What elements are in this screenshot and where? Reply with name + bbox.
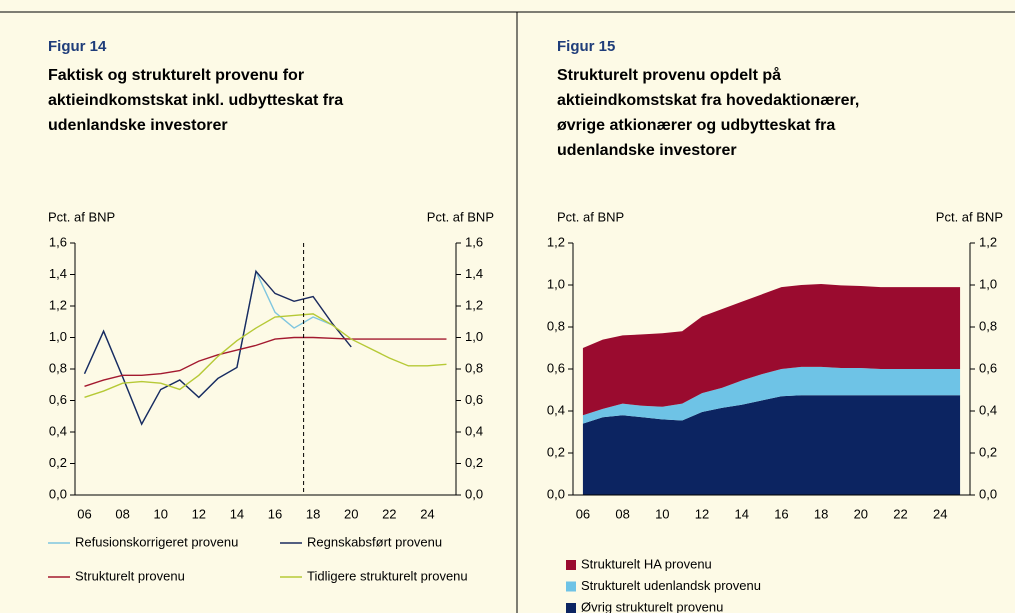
y-tick-label: 1,4 [49,266,67,281]
x-tick-label: 16 [774,506,788,521]
x-tick-label: 14 [734,506,748,521]
y-tick-label: 1,6 [49,234,67,249]
area [582,366,961,424]
y2-tick-label: 0,4 [465,423,483,438]
y2-tick-label: 1,0 [979,276,997,291]
legend-swatch [566,581,576,592]
x-tick-label: 24 [933,506,947,521]
x-tick-label: 24 [420,506,434,521]
y-tick-label: 1,0 [547,276,565,291]
legend-label: Strukturelt udenlandsk provenu [581,578,761,593]
y2-axis-label: Pct. af BNP [936,209,1003,224]
legend-label: Øvrig strukturelt provenu [581,599,723,613]
y2-tick-label: 0,4 [979,402,997,417]
y2-tick-label: 0,6 [465,392,483,407]
y2-tick-label: 0,8 [979,318,997,333]
y-tick-label: 0,4 [547,402,565,417]
x-tick-label: 20 [854,506,868,521]
x-tick-label: 06 [576,506,590,521]
legend-label: Tidligere strukturelt provenu [307,568,468,583]
y-tick-label: 0,8 [547,318,565,333]
y2-tick-label: 0,0 [465,486,483,501]
x-tick-label: 12 [192,506,206,521]
y2-tick-label: 0,0 [979,486,997,501]
y2-tick-label: 0,2 [465,455,483,470]
y2-axis-label: Pct. af BNP [427,209,494,224]
x-tick-label: 18 [306,506,320,521]
x-tick-label: 06 [77,506,91,521]
x-tick-label: 20 [344,506,358,521]
y-tick-label: 1,2 [49,297,67,312]
x-tick-label: 10 [153,506,167,521]
chart-title: udenlandske investorer [557,142,737,159]
line [84,313,447,399]
x-tick-label: 22 [382,506,396,521]
x-tick-label: 08 [115,506,129,521]
figure-label: Figur 15 [557,38,615,55]
y2-tick-label: 1,6 [465,234,483,249]
chart-title: aktieindkomstskat fra hovedaktionærer, [557,92,859,109]
y-tick-label: 0,4 [49,423,67,438]
y-tick-label: 0,0 [49,486,67,501]
legend-swatch [566,560,576,570]
x-tick-label: 08 [615,506,629,521]
y-tick-label: 1,2 [547,234,565,249]
x-tick-label: 12 [695,506,709,521]
figure-label: Figur 14 [48,38,107,55]
area [582,395,961,495]
y-axis-label: Pct. af BNP [557,209,624,224]
legend-label: Refusionskorrigeret provenu [75,534,238,549]
y-tick-label: 0,2 [49,455,67,470]
y-tick-label: 0,6 [49,392,67,407]
y-tick-label: 1,0 [49,329,67,344]
x-tick-label: 10 [655,506,669,521]
y2-tick-label: 1,2 [465,297,483,312]
y-tick-label: 0,0 [547,486,565,501]
chart-title: Strukturelt provenu opdelt på [557,66,781,84]
y2-tick-label: 0,8 [465,360,483,375]
x-tick-label: 22 [893,506,907,521]
chart-title: Faktisk og strukturelt provenu for [48,67,304,84]
legend-swatch [566,603,576,613]
area [582,283,961,416]
chart-title: aktieindkomstskat inkl. udbytteskat fra [48,92,343,109]
y-tick-label: 0,2 [547,444,565,459]
legend-label: Strukturelt provenu [75,568,185,583]
y-tick-label: 0,8 [49,360,67,375]
chart-title: øvrige atkionærer og udbytteskat fra [557,117,835,134]
y2-tick-label: 1,0 [465,329,483,344]
x-tick-label: 16 [268,506,282,521]
y2-tick-label: 0,6 [979,360,997,375]
y-tick-label: 0,6 [547,360,565,375]
legend-label: Regnskabsført provenu [307,534,442,549]
y2-tick-label: 1,2 [979,234,997,249]
x-tick-label: 18 [814,506,828,521]
y2-tick-label: 1,4 [465,266,483,281]
line [84,336,447,387]
line [83,269,352,426]
legend-label: Strukturelt HA provenu [581,556,712,571]
chart-title: udenlandske investorer [48,117,228,134]
y-axis-label: Pct. af BNP [48,209,115,224]
x-tick-label: 14 [230,506,244,521]
y2-tick-label: 0,2 [979,444,997,459]
